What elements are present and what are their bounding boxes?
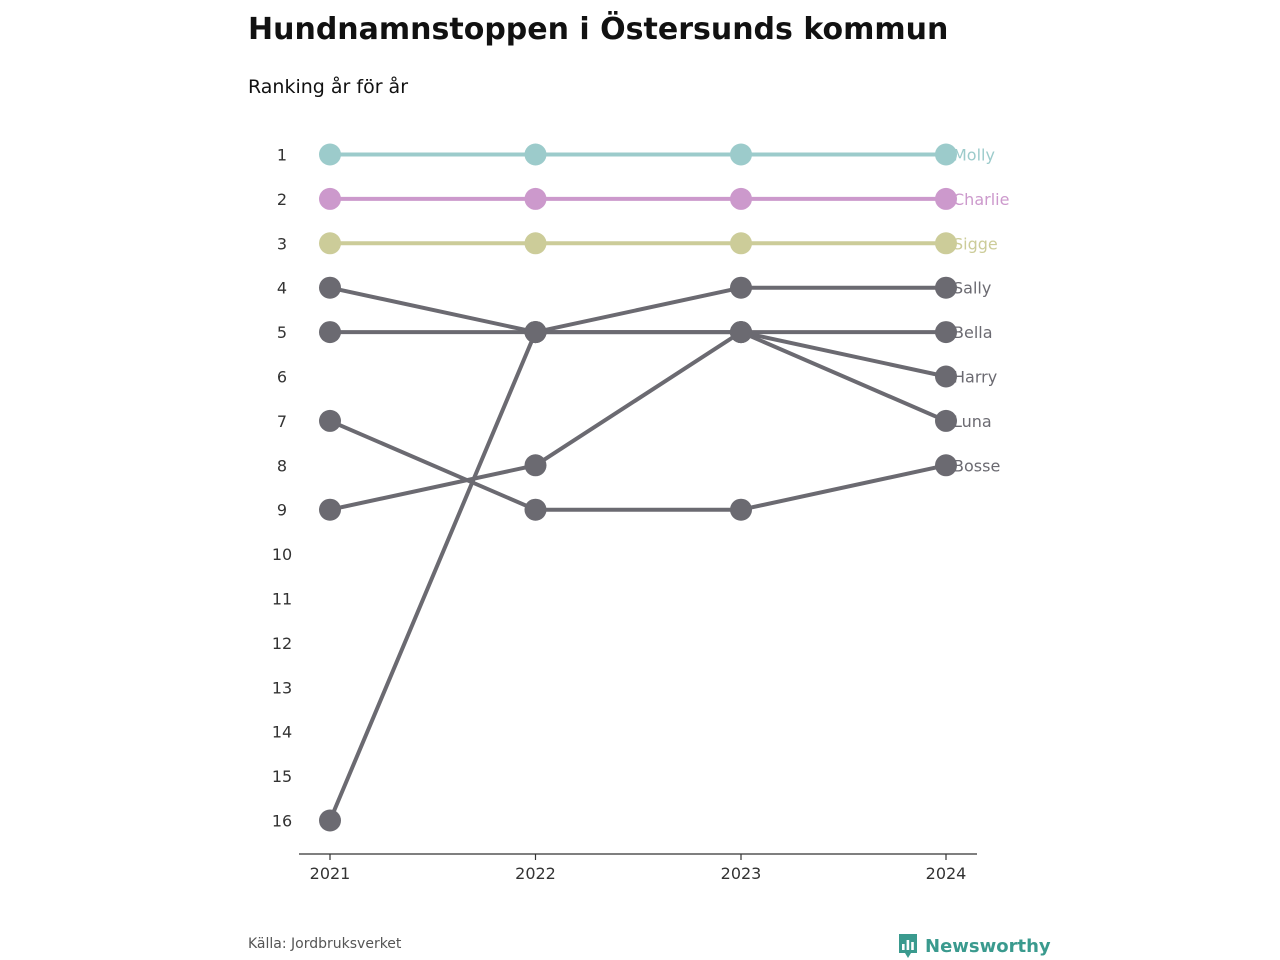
- y-tick-label: 3: [277, 234, 287, 253]
- series-line-bosse: [328, 418, 948, 512]
- series-label-sally: Sally: [953, 279, 991, 298]
- data-point-sigge: [730, 232, 752, 255]
- data-point-charlie: [524, 187, 547, 210]
- chart-subtitle: Ranking år för år: [248, 76, 409, 98]
- y-tick-label: 12: [272, 634, 292, 653]
- data-point-molly: [935, 143, 957, 166]
- data-point-bella: [319, 321, 341, 344]
- x-tick-label: 2022: [515, 864, 556, 883]
- data-point-bosse: [524, 498, 547, 521]
- y-tick-label: 15: [272, 767, 292, 786]
- data-point-harry: [319, 276, 341, 299]
- data-point-charlie: [935, 187, 957, 210]
- data-point-charlie: [319, 187, 341, 210]
- y-tick-label: 14: [272, 723, 292, 742]
- data-point-bosse: [935, 454, 957, 477]
- x-tick-label: 2023: [721, 864, 762, 883]
- data-point-luna: [319, 498, 341, 521]
- series-label-sigge: Sigge: [953, 234, 998, 253]
- y-tick-label: 5: [277, 323, 287, 342]
- data-point-sally: [935, 276, 957, 299]
- data-point-harry: [524, 321, 547, 344]
- data-point-sigge: [524, 232, 547, 255]
- data-point-molly: [524, 143, 547, 166]
- data-point-sally: [730, 276, 752, 299]
- y-tick-label: 8: [277, 456, 287, 475]
- brand-logo: Newsworthy: [897, 932, 1051, 960]
- series-label-molly: Molly: [953, 146, 995, 165]
- y-tick-label: 2: [277, 190, 287, 209]
- y-tick-label: 7: [277, 412, 287, 431]
- y-tick-label: 1: [277, 146, 287, 165]
- newsworthy-logo-icon: [899, 934, 917, 958]
- data-point-luna: [730, 321, 752, 344]
- data-point-luna: [935, 409, 957, 432]
- series-line-sally: [328, 285, 948, 823]
- data-point-luna: [524, 454, 547, 477]
- y-tick-label: 10: [272, 545, 292, 564]
- chart-title: Hundnamnstoppen i Östersunds kommun: [248, 12, 949, 47]
- x-tick-label: 2024: [926, 864, 967, 883]
- series-label-bella: Bella: [953, 323, 993, 342]
- data-point-sigge: [319, 232, 341, 255]
- data-point-charlie: [730, 187, 752, 210]
- data-point-sally: [319, 809, 341, 832]
- series-label-luna: Luna: [953, 412, 992, 431]
- data-point-bosse: [730, 498, 752, 521]
- data-point-molly: [730, 143, 752, 166]
- data-point-sigge: [935, 232, 957, 255]
- y-tick-label: 9: [277, 501, 287, 520]
- data-point-harry: [935, 365, 957, 388]
- brand-name: Newsworthy: [925, 935, 1051, 957]
- data-point-molly: [319, 143, 341, 166]
- data-point-bella: [935, 321, 957, 344]
- series-label-harry: Harry: [953, 368, 997, 387]
- y-tick-label: 4: [277, 279, 287, 298]
- series-line-luna: [328, 330, 948, 512]
- y-tick-label: 16: [272, 812, 292, 831]
- series-line-harry: [328, 285, 948, 379]
- data-point-bosse: [319, 409, 341, 432]
- y-tick-label: 6: [277, 368, 287, 387]
- y-tick-label: 13: [272, 678, 292, 697]
- x-tick-label: 2021: [310, 864, 351, 883]
- y-tick-label: 11: [272, 590, 292, 609]
- source-note: Källa: Jordbruksverket: [248, 936, 402, 952]
- series-label-bosse: Bosse: [953, 456, 1000, 475]
- series-label-charlie: Charlie: [953, 190, 1009, 209]
